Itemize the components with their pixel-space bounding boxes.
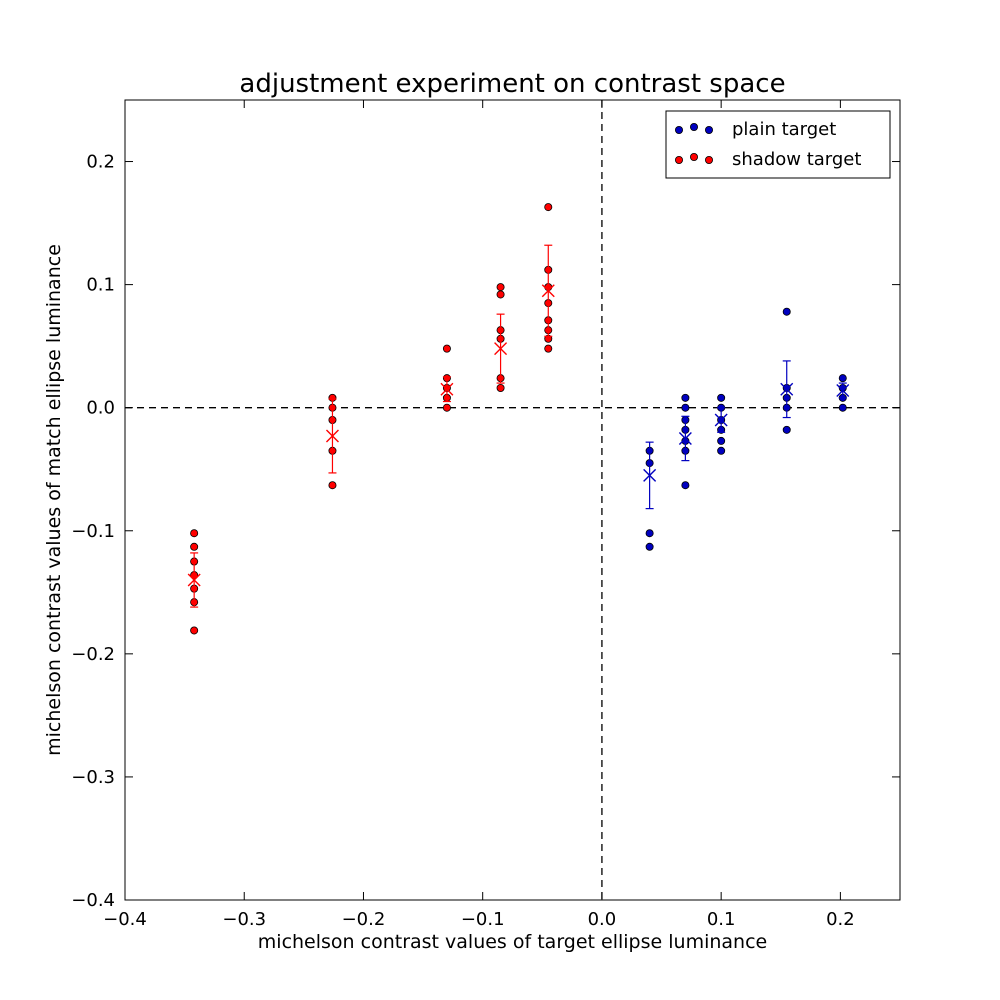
legend-marker (675, 126, 684, 135)
y-tick-label: 0.1 (86, 275, 115, 296)
y-tick-label: −0.3 (71, 767, 115, 788)
data-point (838, 403, 847, 412)
data-point (496, 383, 505, 392)
series-plain-target (643, 307, 850, 551)
data-point (717, 436, 726, 445)
y-tick-label: 0.2 (86, 152, 115, 173)
y-tick-label: 0.0 (86, 398, 115, 419)
y-tick-label: −0.2 (71, 644, 115, 665)
data-point (442, 403, 451, 412)
data-point (645, 529, 654, 538)
data-point (544, 344, 553, 353)
mean-marker (494, 342, 508, 356)
x-tick-label: −0.4 (103, 909, 147, 930)
legend-marker (705, 126, 714, 135)
data-point (782, 425, 791, 434)
mean-marker (541, 284, 555, 298)
data-point (544, 203, 553, 212)
series-shadow-target (187, 203, 555, 635)
legend-box (665, 110, 891, 179)
x-tick-label: 0.0 (588, 909, 617, 930)
data-point (190, 529, 199, 538)
mean-marker (325, 429, 339, 443)
data-point (496, 283, 505, 292)
x-tick-label: −0.3 (222, 909, 266, 930)
legend-item-shadow-target: shadow target (675, 149, 861, 170)
mean-marker (643, 468, 657, 482)
data-point (681, 481, 690, 490)
legend-label: shadow target (732, 149, 861, 170)
x-tick-label: −0.1 (461, 909, 505, 930)
y-axis-label: michelson contrast values of match ellip… (43, 244, 65, 756)
mean-marker (678, 431, 692, 445)
data-point (328, 481, 337, 490)
x-tick-label: 0.2 (826, 909, 855, 930)
legend-marker (690, 123, 699, 132)
data-point (717, 446, 726, 455)
legend: plain target shadow target (665, 110, 891, 179)
data-point (190, 542, 199, 551)
legend-marker (675, 155, 684, 164)
data-point (838, 374, 847, 383)
x-tick-label: −0.2 (342, 909, 386, 930)
legend-marker (705, 155, 714, 164)
mean-marker (780, 382, 794, 396)
y-tick-label: −0.1 (71, 521, 115, 542)
data-point (782, 307, 791, 316)
data-point (681, 403, 690, 412)
mean-marker (440, 382, 454, 396)
legend-marker (690, 152, 699, 161)
data-point (645, 542, 654, 551)
chart-title: adjustment experiment on contrast space (239, 69, 785, 99)
mean-marker (187, 573, 201, 587)
legend-item-plain-target: plain target (675, 119, 836, 140)
data-point (442, 344, 451, 353)
plot-frame (124, 99, 901, 901)
data-point (190, 626, 199, 635)
mean-marker (836, 383, 850, 397)
x-tick-label: 0.1 (707, 909, 736, 930)
data-point (717, 393, 726, 402)
mean-marker (714, 413, 728, 427)
y-tick-label: −0.4 (71, 890, 115, 911)
data-point (496, 290, 505, 299)
data-point (681, 393, 690, 402)
legend-label: plain target (732, 119, 836, 140)
x-axis-label: michelson contrast values of target elli… (258, 931, 767, 953)
